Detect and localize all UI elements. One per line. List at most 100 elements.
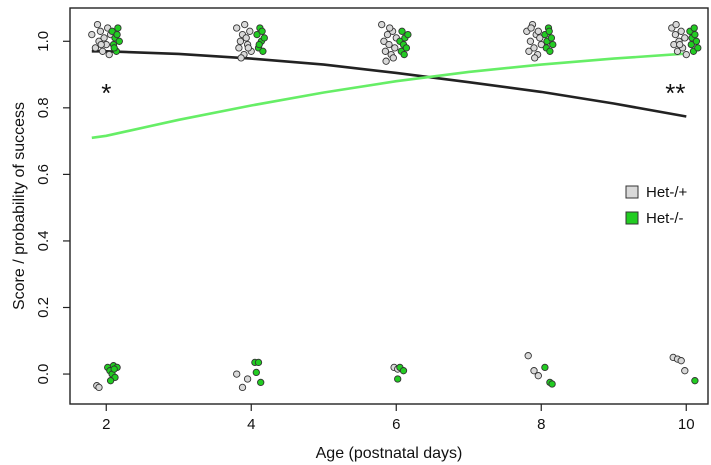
data-point-series-2 xyxy=(545,27,553,35)
data-point-series-1 xyxy=(235,44,243,52)
data-point-series-1 xyxy=(246,27,254,35)
data-point-series-1 xyxy=(381,47,390,55)
data-point-series-2 xyxy=(254,358,263,367)
x-tick-label: 8 xyxy=(537,416,545,433)
data-point-series-1 xyxy=(100,34,108,42)
data-point-series-1 xyxy=(676,40,684,49)
y-tick-label: 0.6 xyxy=(35,164,52,185)
data-point-series-2 xyxy=(692,37,701,45)
data-point-series-1 xyxy=(677,27,685,35)
data-point-series-2 xyxy=(253,30,261,39)
data-point-series-1 xyxy=(386,24,394,32)
legend-swatch xyxy=(625,185,639,199)
fit-curve-series-2 xyxy=(91,52,687,140)
data-point-series-1 xyxy=(671,30,680,39)
data-point-series-1 xyxy=(530,367,538,375)
data-point-series-2 xyxy=(259,47,267,55)
data-point-series-2 xyxy=(691,30,699,39)
data-point-series-2 xyxy=(404,30,412,39)
data-point-series-2 xyxy=(255,40,263,49)
data-point-series-1 xyxy=(98,47,107,55)
legend: Het-/+ Het-/- xyxy=(625,184,688,227)
data-point-series-2 xyxy=(691,377,699,385)
data-point-series-1 xyxy=(681,34,689,42)
data-point-series-1 xyxy=(534,372,542,380)
x-tick-label: 10 xyxy=(678,416,695,433)
data-point-series-1 xyxy=(238,383,247,392)
data-point-series-1 xyxy=(105,50,113,59)
plot-frame xyxy=(69,7,709,405)
data-point-series-2 xyxy=(690,24,698,32)
data-point-series-2 xyxy=(114,24,122,32)
legend-label: Het-/+ xyxy=(646,184,688,201)
data-point-series-2 xyxy=(694,44,702,52)
data-point-series-1 xyxy=(673,47,682,55)
data-point-series-2 xyxy=(400,50,408,59)
data-point-series-1 xyxy=(380,37,388,45)
data-point-series-1 xyxy=(527,24,535,32)
y-tick-label: 0.0 xyxy=(35,364,52,385)
data-point-series-1 xyxy=(233,370,241,378)
data-point-series-2 xyxy=(110,44,118,52)
data-point-series-2 xyxy=(260,34,268,42)
data-point-series-2 xyxy=(257,378,265,387)
legend-label: Het-/- xyxy=(646,210,684,227)
data-point-series-1 xyxy=(91,44,100,52)
data-point-series-1 xyxy=(236,37,245,45)
data-point-series-1 xyxy=(531,54,539,62)
y-tick-label: 0.4 xyxy=(35,231,52,252)
x-axis-label: Age (postnatal days) xyxy=(316,445,463,462)
data-point-series-2 xyxy=(548,380,556,388)
data-point-series-1 xyxy=(95,383,103,392)
data-point-series-2 xyxy=(113,30,121,39)
data-point-series-2 xyxy=(541,363,549,372)
annotations: * ** xyxy=(101,78,685,108)
data-point-series-1 xyxy=(88,30,96,39)
data-point-series-1 xyxy=(681,367,689,375)
data-point-series-2 xyxy=(106,377,115,385)
data-point-series-2 xyxy=(547,34,556,42)
data-point-series-1 xyxy=(97,40,105,49)
x-tick-label: 6 xyxy=(392,416,400,433)
data-point-series-1 xyxy=(382,57,390,65)
data-point-series-2 xyxy=(549,40,557,49)
data-point-series-2 xyxy=(258,27,266,35)
data-point-series-1 xyxy=(534,27,542,35)
data-point-series-1 xyxy=(243,375,252,383)
data-point-series-1 xyxy=(242,34,250,42)
data-point-series-1 xyxy=(391,44,399,52)
y-tick-label: 0.8 xyxy=(35,97,52,118)
y-tick-label: 1.0 xyxy=(35,31,52,52)
data-point-series-2 xyxy=(115,37,123,45)
data-point-series-1 xyxy=(537,40,545,49)
x-tick-label: 2 xyxy=(102,416,110,433)
data-point-series-2 xyxy=(252,368,260,377)
data-point-series-1 xyxy=(241,20,249,29)
fit-curve-series-1 xyxy=(91,50,687,118)
fit-curves xyxy=(91,50,687,140)
data-point-series-1 xyxy=(233,24,241,32)
data-points xyxy=(88,20,702,392)
data-point-series-1 xyxy=(244,44,252,52)
y-tick-label: 0.2 xyxy=(35,297,52,318)
data-point-series-1 xyxy=(385,40,393,49)
data-point-series-2 xyxy=(398,27,406,35)
legend-swatch xyxy=(625,211,639,225)
data-point-series-1 xyxy=(526,37,535,45)
data-point-series-1 xyxy=(93,20,102,29)
data-point-series-2 xyxy=(108,27,116,35)
data-point-series-1 xyxy=(672,20,680,29)
significance-annotation: * xyxy=(101,78,111,108)
y-axis-label: Score / probability of success xyxy=(11,102,28,310)
data-point-series-1 xyxy=(524,352,532,360)
data-point-series-1 xyxy=(525,47,533,55)
x-tick-label: 4 xyxy=(247,416,255,433)
data-point-series-1 xyxy=(389,54,397,62)
data-point-series-2 xyxy=(110,365,118,373)
data-point-series-1 xyxy=(530,44,538,52)
data-point-series-2 xyxy=(399,367,408,375)
axes: 2 4 6 8 10 0.0 0.2 0.4 0.6 0.8 1.0 Age (postnatal d… xyxy=(11,7,709,462)
data-point-series-1 xyxy=(378,20,386,29)
significance-annotation: ** xyxy=(665,78,685,108)
